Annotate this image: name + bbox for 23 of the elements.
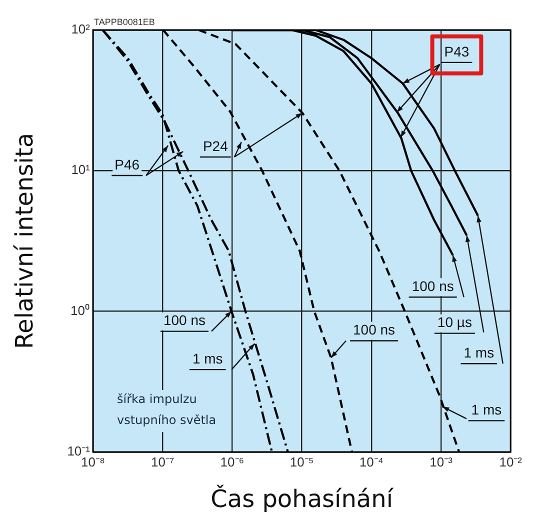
annotation: P24 xyxy=(202,138,228,154)
annotation: 1 ms xyxy=(471,402,502,418)
annotation: šířka impulzu vstupního světla xyxy=(117,392,216,428)
annotation: 100 ns xyxy=(353,322,396,338)
x-axis-title: Čas pohasínání xyxy=(210,484,394,513)
y-tick-label: 10² xyxy=(71,22,91,37)
x-tick-label: 10⁻³ xyxy=(430,454,454,470)
text: TAPPB0081EB xyxy=(94,16,155,27)
y-tick-label: 10⁰ xyxy=(70,302,90,318)
annotation: P46 xyxy=(114,156,140,172)
x-tick-label: 10⁻² xyxy=(499,454,523,470)
x-tick-label: 10⁻⁶ xyxy=(220,454,244,470)
x-tick-label: 10⁻⁷ xyxy=(151,454,174,470)
annotation: P43 xyxy=(444,43,470,60)
y-axis-title: Relativní intensita xyxy=(10,132,39,350)
x-tick-label: 10⁻⁵ xyxy=(290,454,314,470)
y-tick-label: 10¹ xyxy=(71,162,91,178)
x-tick-label: 10⁻⁴ xyxy=(359,454,384,470)
annotation: 10 µs xyxy=(437,314,472,330)
annotation: 100 ns xyxy=(412,278,454,294)
annotation: 100 ns xyxy=(163,312,206,328)
annotation: 1 ms xyxy=(464,344,494,360)
annotation: 1 ms xyxy=(192,350,223,366)
